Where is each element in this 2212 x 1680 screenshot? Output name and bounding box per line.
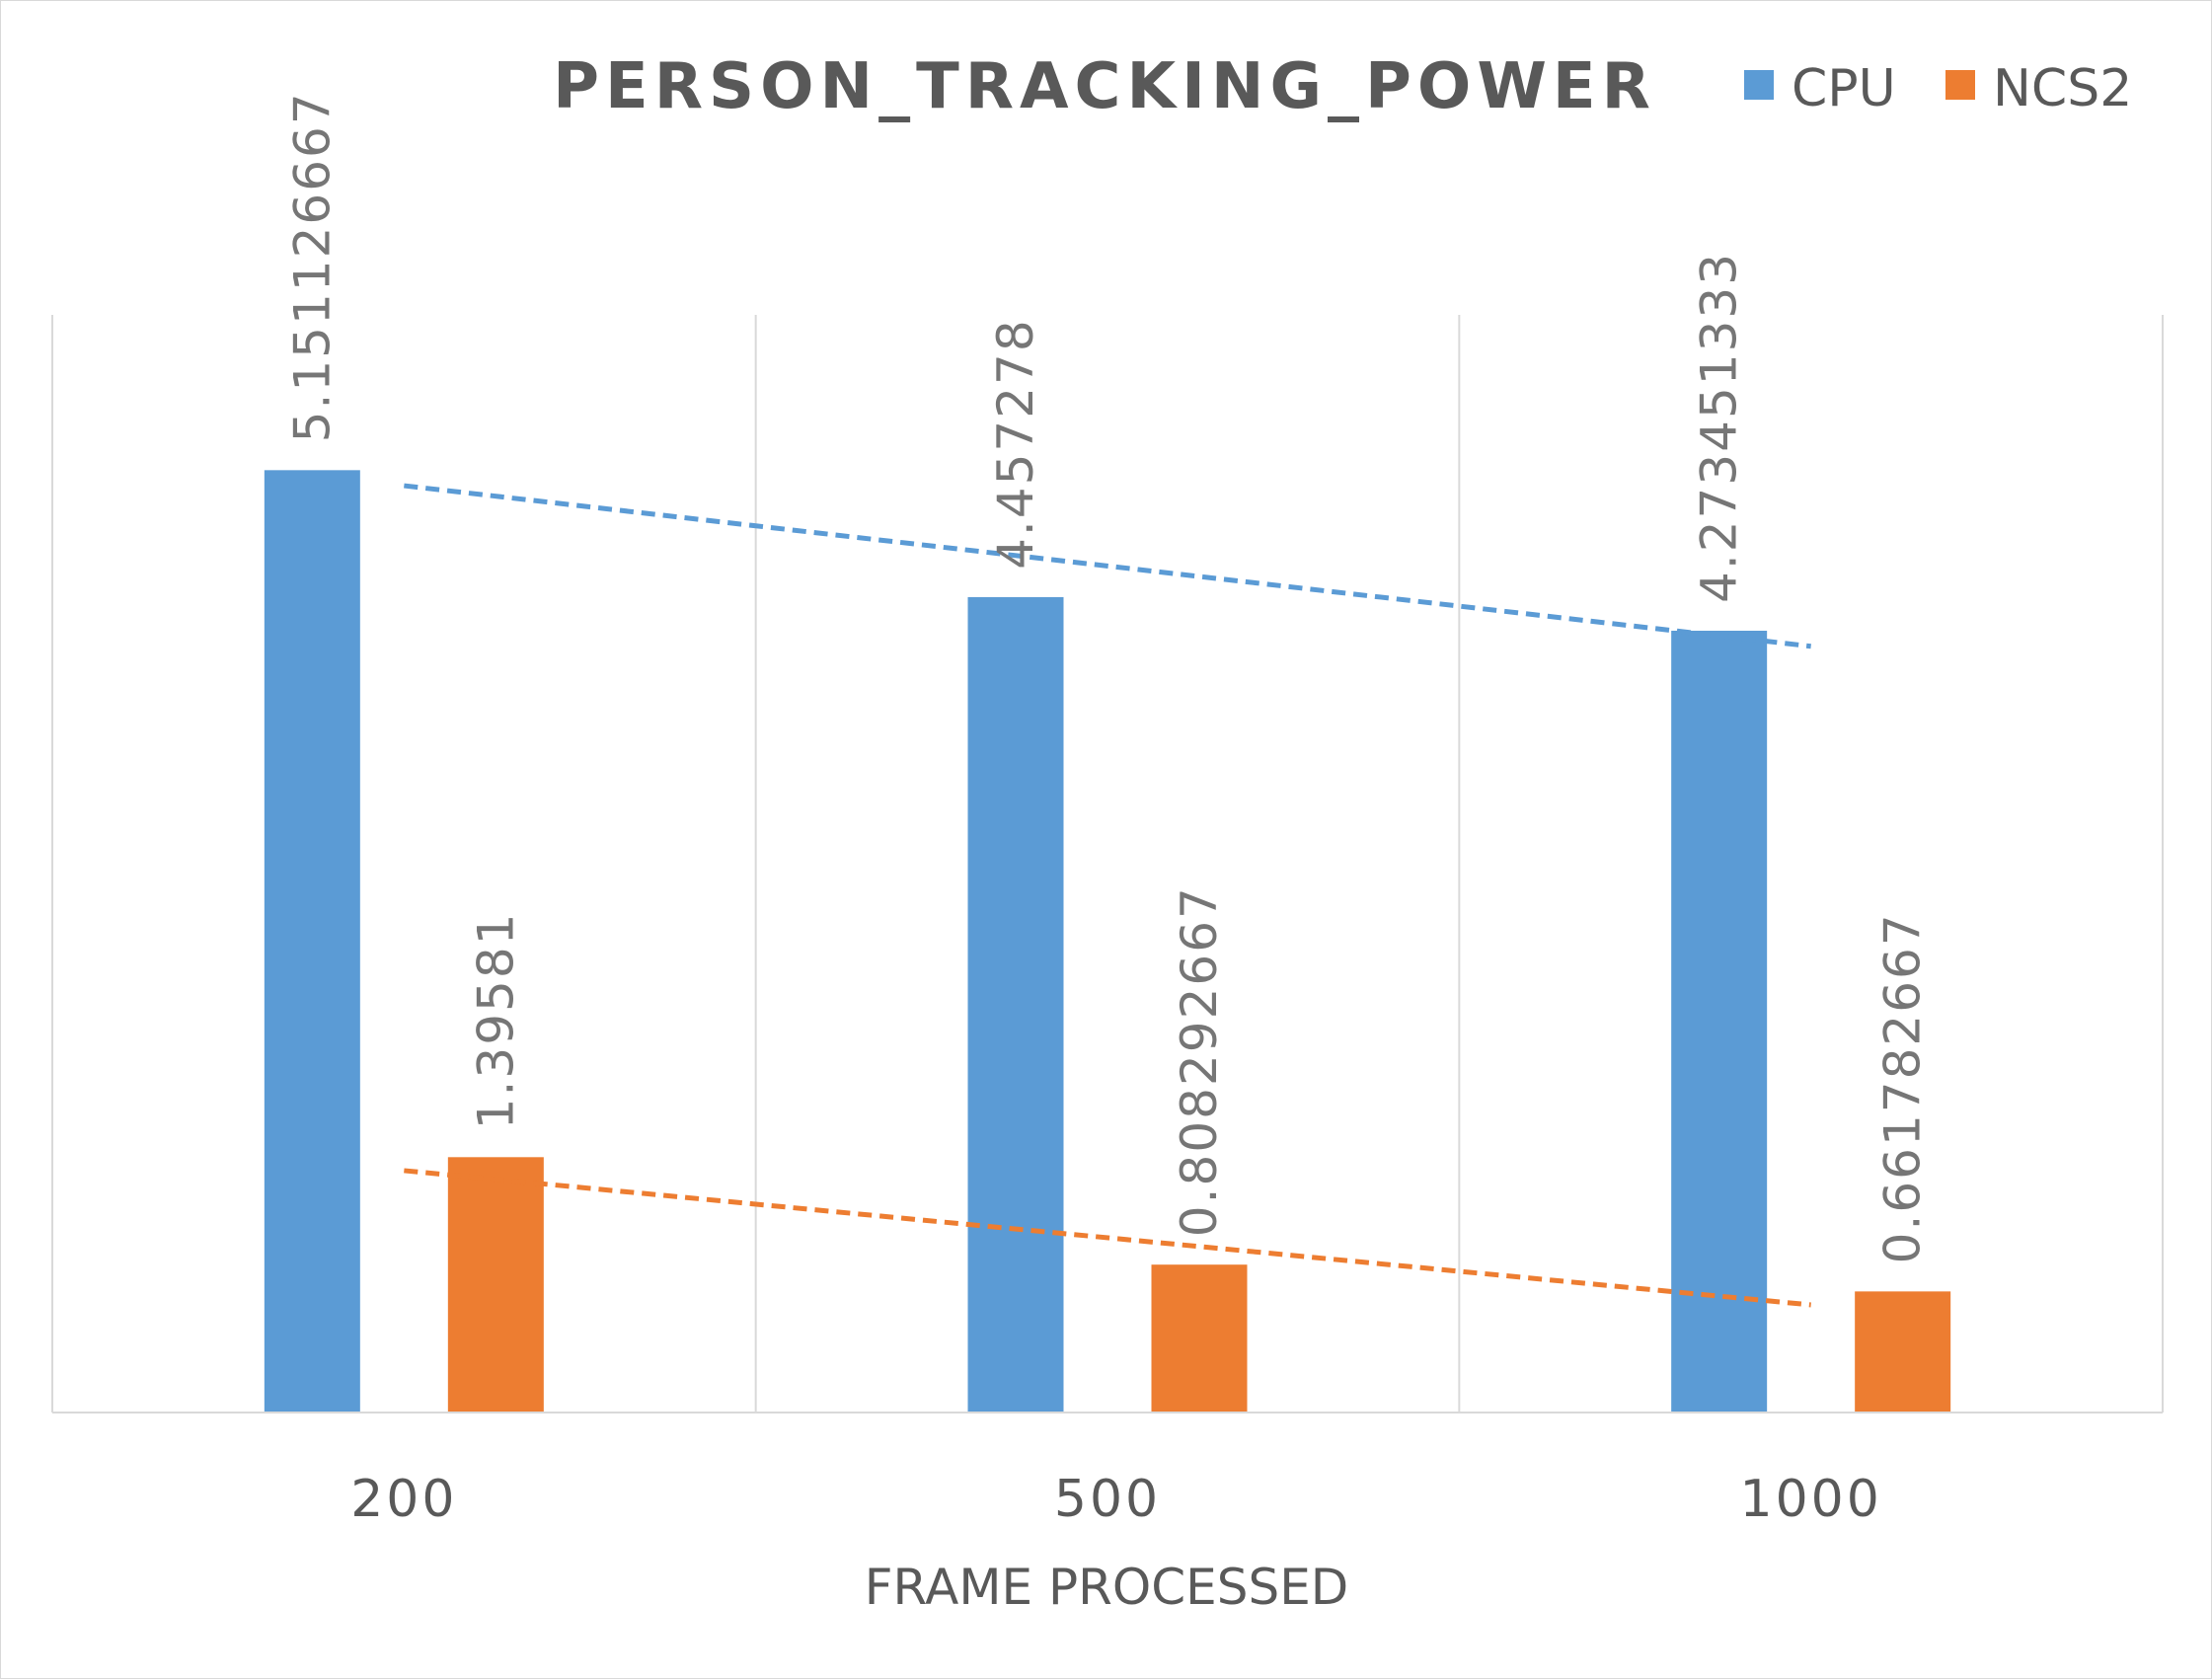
data-label-ncs2-500: 0.808292667 xyxy=(1171,885,1228,1237)
legend-label-cpu: CPU xyxy=(1792,59,1896,118)
data-label-cpu-500: 4.457278 xyxy=(987,318,1044,570)
legend: CPU NCS2 xyxy=(1744,59,2132,118)
bar-cpu-500 xyxy=(967,596,1064,1413)
legend-swatch-cpu xyxy=(1744,70,1774,100)
trendline-ncs2 xyxy=(404,1168,1811,1308)
legend-label-ncs2: NCS2 xyxy=(1993,59,2132,118)
x-tick-label-500: 500 xyxy=(1054,1470,1161,1529)
data-label-cpu-200: 5.151126667 xyxy=(283,91,341,442)
bar-ncs2-200 xyxy=(447,1157,544,1413)
bar-ncs2-1000 xyxy=(1855,1291,1951,1413)
x-tick-label-1000: 1000 xyxy=(1739,1470,1881,1529)
data-labels: 5.151126667 4.457278 4.273451333 1.39581 0.8… xyxy=(283,91,1931,1263)
gridlines xyxy=(51,315,2164,1413)
x-axis-title: FRAME PROCESSED xyxy=(865,1559,1349,1616)
data-label-ncs2-200: 1.39581 xyxy=(467,912,524,1130)
trendlines xyxy=(404,483,1811,1308)
bar-cpu-200 xyxy=(264,470,360,1413)
chart-title: PERSON_TRACKING_POWER xyxy=(553,50,1656,123)
bar-cpu-1000 xyxy=(1671,630,1768,1413)
trendline-cpu xyxy=(404,483,1811,649)
legend-swatch-ncs2 xyxy=(1945,70,1975,100)
bars xyxy=(264,470,1951,1413)
data-label-ncs2-1000: 0.661782667 xyxy=(1874,912,1932,1263)
data-label-cpu-1000: 4.273451333 xyxy=(1691,252,1748,603)
bar-ncs2-500 xyxy=(1151,1264,1248,1413)
x-tick-labels: 200 500 1000 xyxy=(350,1470,1881,1529)
x-tick-label-200: 200 xyxy=(350,1470,457,1529)
